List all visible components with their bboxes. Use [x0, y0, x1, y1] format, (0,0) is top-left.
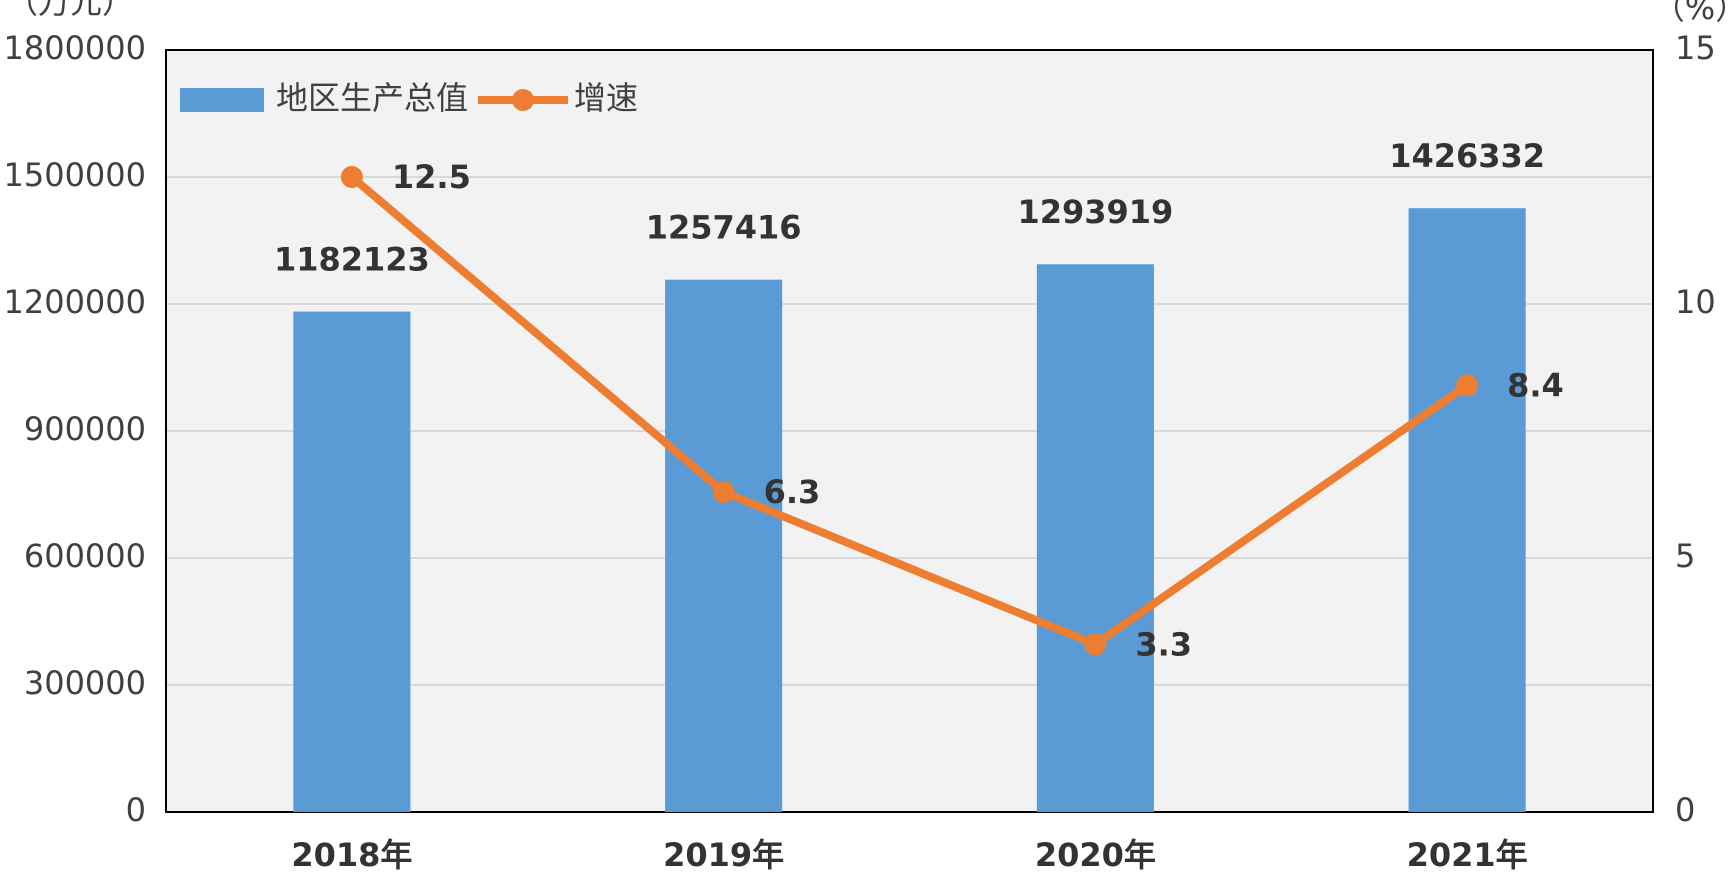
- y-tick-label: 1200000: [3, 283, 146, 321]
- bar-value-label: 1293919: [1017, 193, 1173, 231]
- y2-axis-label: （%）: [1653, 0, 1731, 27]
- line-marker: [712, 480, 735, 503]
- y2-tick-label: 5: [1675, 537, 1695, 575]
- x-tick-label: 2019年: [663, 836, 784, 874]
- line-marker: [1084, 633, 1107, 656]
- plot-border: [165, 49, 1654, 813]
- bar: [293, 311, 411, 812]
- line-value-label: 12.5: [392, 158, 471, 196]
- legend-marker: [512, 89, 535, 111]
- y2-tick-label: 15: [1675, 29, 1716, 67]
- bar: [1036, 264, 1154, 812]
- line-value-label: 8.4: [1507, 366, 1564, 404]
- x-tick-label: 2021年: [1407, 836, 1528, 874]
- y2-tick-label: 10: [1675, 283, 1716, 321]
- y-tick-label: 0: [126, 791, 146, 829]
- legend-label: 增速: [574, 79, 638, 117]
- bar: [1408, 208, 1526, 812]
- y-axis-label: （万元）: [6, 0, 134, 21]
- line: [349, 173, 1470, 649]
- y-tick-label: 600000: [24, 537, 146, 575]
- bar-value-label: 1182123: [274, 241, 430, 279]
- y-tick-label: 300000: [24, 664, 146, 702]
- line-marker: [340, 166, 363, 188]
- x-tick-label: 2020年: [1035, 836, 1156, 874]
- y-tick-label: 1800000: [3, 29, 146, 67]
- line-marker: [1456, 374, 1479, 397]
- y2-tick-label: 0: [1675, 791, 1695, 829]
- bar-value-label: 1257416: [646, 209, 802, 247]
- bar-value-label: 1426332: [1389, 137, 1545, 175]
- x-tick-label: 2018年: [291, 836, 412, 874]
- line-value-label: 3.3: [1135, 625, 1192, 663]
- y-tick-label: 1500000: [3, 156, 146, 194]
- bar: [665, 279, 783, 813]
- y-tick-label: 900000: [24, 410, 146, 448]
- line-value-label: 6.3: [764, 473, 821, 511]
- legend-swatch: [180, 88, 264, 112]
- legend-label: 地区生产总值: [276, 79, 468, 117]
